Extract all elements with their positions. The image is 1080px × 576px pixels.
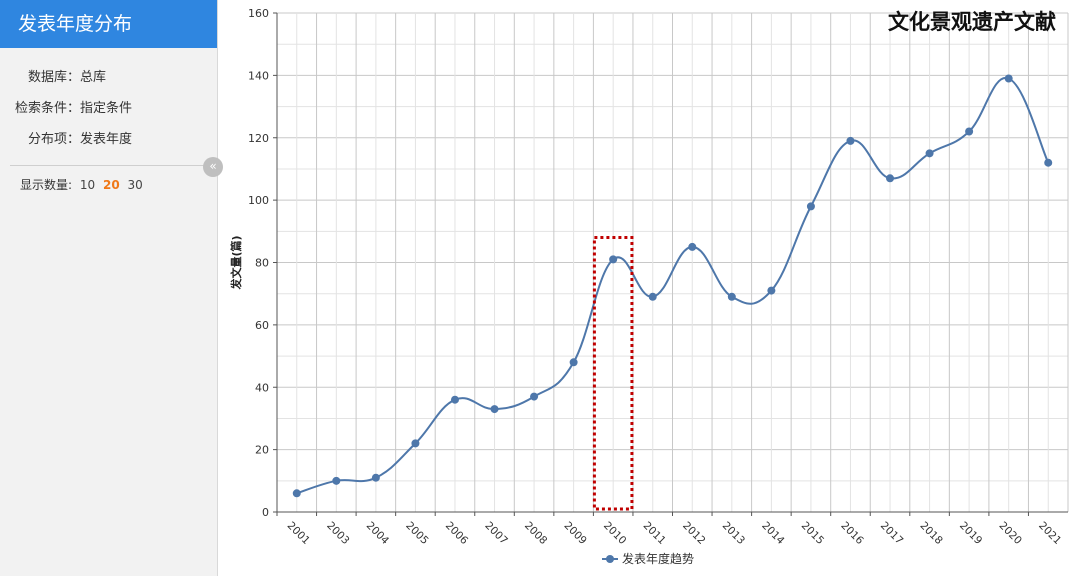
- data-point-2009: [569, 358, 578, 367]
- collapse-sidebar-button[interactable]: «: [203, 157, 223, 177]
- x-tick-label: 2004: [364, 520, 392, 548]
- y-tick-label: 60: [255, 319, 269, 332]
- sidebar: 发表年度分布 数据库：总库 检索条件：指定条件 分布项：发表年度 显示数量: 1…: [0, 0, 218, 576]
- count-option-30[interactable]: 30: [127, 178, 143, 192]
- x-tick-label: 2006: [443, 520, 471, 548]
- info-rows: 数据库：总库 检索条件：指定条件 分布项：发表年度: [0, 48, 217, 155]
- sidebar-title: 发表年度分布: [0, 0, 217, 48]
- info-value: 指定条件: [80, 101, 133, 116]
- data-point-2015: [806, 202, 815, 211]
- chart-title: 文化景观遗产文献: [888, 10, 1056, 34]
- x-tick-label: 2003: [324, 520, 351, 547]
- info-row-condition: 检索条件：指定条件: [0, 93, 217, 124]
- data-point-2007: [490, 405, 499, 414]
- y-tick-label: 160: [248, 7, 269, 20]
- legend[interactable]: 发表年度趋势: [602, 550, 694, 567]
- data-point-2016: [846, 136, 855, 145]
- x-tick-label: 2013: [720, 520, 747, 547]
- data-point-2010: [609, 255, 618, 264]
- legend-label: 发表年度趋势: [622, 552, 695, 566]
- x-tick-label: 2007: [482, 520, 509, 547]
- count-option-10[interactable]: 10: [79, 178, 96, 192]
- y-tick-label: 100: [248, 194, 269, 207]
- x-tick-label: 2008: [522, 520, 549, 547]
- y-tick-label: 80: [255, 257, 269, 270]
- y-axis-label: 发文量(篇): [229, 235, 243, 290]
- y-tick-label: 120: [248, 132, 269, 145]
- line-chart: 0 20 40 60 80 100 120 140 160 发文量(篇) 2001 2003 2004 2…: [229, 7, 1069, 548]
- info-value: 总库: [80, 70, 107, 85]
- x-tick-label: 2017: [878, 520, 905, 547]
- x-tick-label: 2011: [641, 520, 668, 547]
- x-tick-label: 2016: [838, 520, 866, 548]
- x-tick-label: 2012: [680, 520, 707, 547]
- y-tick-label: 40: [255, 381, 269, 394]
- data-point-2004: [371, 473, 380, 482]
- x-tick-label: 2005: [403, 520, 430, 547]
- data-point-2003: [332, 476, 341, 485]
- x-tick-label: 2014: [759, 520, 787, 548]
- data-point-2011: [648, 292, 657, 301]
- count-option-20[interactable]: 20: [102, 178, 120, 192]
- display-count: 显示数量: 10 20 30: [0, 166, 217, 193]
- info-label: 数据库：: [27, 70, 80, 85]
- data-point-2008: [530, 392, 539, 401]
- info-row-database: 数据库：总库: [0, 62, 217, 93]
- data-point-2005: [411, 439, 420, 448]
- x-tick-label: 2021: [1036, 520, 1063, 547]
- highlight-box: [592, 236, 634, 511]
- x-tick-label: 2015: [799, 520, 826, 547]
- data-point-2001: [292, 489, 301, 498]
- x-tick-label: 2020: [997, 520, 1024, 547]
- legend-swatch: [602, 554, 618, 564]
- data-point-2019: [965, 127, 974, 136]
- y-tick-label: 0: [262, 506, 269, 519]
- data-point-2020: [1004, 74, 1013, 83]
- sidebar-divider: [10, 165, 210, 166]
- data-point-2014: [767, 286, 776, 295]
- x-tick-label: 2010: [601, 520, 628, 547]
- data-point-2017: [886, 174, 895, 183]
- display-count-label: 显示数量:: [20, 178, 73, 192]
- info-label: 检索条件：: [14, 101, 80, 116]
- data-point-2013: [727, 292, 736, 301]
- data-point-2018: [925, 149, 934, 158]
- x-tick-label: 2018: [917, 520, 944, 547]
- info-value: 发表年度: [80, 132, 133, 147]
- x-tick-label: 2009: [562, 520, 589, 547]
- x-tick-label: 2001: [285, 520, 312, 547]
- y-tick-label: 20: [255, 444, 269, 457]
- y-tick-label: 140: [248, 69, 269, 82]
- data-point-2021: [1044, 158, 1053, 167]
- data-point-2006: [450, 395, 459, 404]
- data-point-2012: [688, 242, 697, 251]
- x-tick-label: 2019: [957, 520, 984, 547]
- info-row-distribution: 分布项：发表年度: [0, 124, 217, 155]
- info-label: 分布项：: [27, 132, 80, 147]
